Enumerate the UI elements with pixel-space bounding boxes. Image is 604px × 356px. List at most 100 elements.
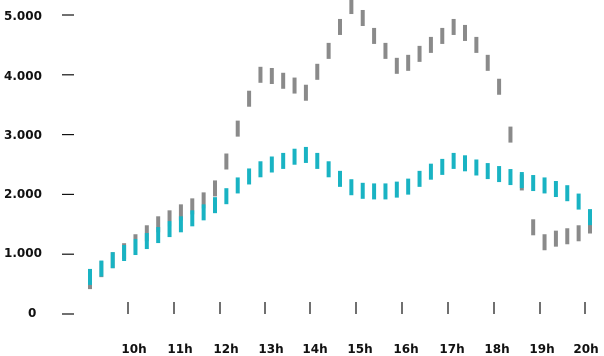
series-2-point bbox=[213, 197, 217, 214]
x-tick-label-10h: 10h bbox=[121, 342, 146, 356]
series-1-point bbox=[383, 42, 388, 59]
series-2-point bbox=[576, 193, 581, 210]
series-1-point bbox=[508, 126, 513, 143]
series-1-point bbox=[258, 66, 263, 83]
series-1-point bbox=[417, 45, 422, 62]
series-1-point bbox=[565, 228, 570, 245]
series-2-point bbox=[406, 178, 411, 195]
series-2-point bbox=[508, 169, 513, 186]
x-tick-label-19h: 19h bbox=[529, 342, 554, 356]
series-1-point bbox=[338, 18, 342, 35]
y-tick-label-4000: 4.000 bbox=[4, 69, 42, 83]
series-2-point bbox=[338, 170, 342, 187]
series-2-point bbox=[588, 209, 592, 226]
y-tick-label-1000: 1.000 bbox=[4, 246, 42, 260]
series-1-point bbox=[474, 36, 479, 53]
series-1-point bbox=[406, 54, 411, 71]
series-2-point bbox=[190, 210, 195, 227]
series-2-point bbox=[565, 185, 570, 202]
series-2-point bbox=[519, 172, 524, 189]
x-axis-labels: 10h 11h 12h 13h 14h 15h 16h 17h 18h 19h … bbox=[121, 342, 598, 356]
series-1-point bbox=[372, 27, 377, 44]
series-1-point bbox=[485, 54, 490, 71]
series-1-point bbox=[156, 216, 161, 233]
series-1-point bbox=[394, 57, 399, 74]
y-tick-label-2000: 2.000 bbox=[4, 187, 42, 201]
series-2-point bbox=[303, 146, 308, 163]
series-2-point bbox=[417, 170, 422, 187]
series-2-point bbox=[258, 161, 263, 178]
series-1-point bbox=[281, 72, 286, 89]
series-2-point bbox=[281, 152, 286, 169]
series-2-point bbox=[178, 216, 183, 233]
x-tick-label-12h: 12h bbox=[213, 342, 238, 356]
series-1-point bbox=[349, 0, 354, 15]
series-1-point bbox=[190, 198, 195, 215]
series-1-point bbox=[360, 9, 365, 26]
series-1-point bbox=[428, 36, 433, 53]
series-2 bbox=[88, 146, 592, 285]
series-1-point bbox=[553, 230, 558, 247]
series-1-point bbox=[292, 77, 297, 94]
series-1 bbox=[88, 0, 592, 290]
series-1-point bbox=[326, 42, 331, 59]
y-axis: 5.000 4.000 3.000 2.000 1.000 0 bbox=[4, 9, 42, 320]
series-1-point bbox=[303, 84, 308, 101]
series-2-point bbox=[428, 163, 433, 180]
series-1-point bbox=[576, 225, 581, 242]
x-tick-label-13h: 13h bbox=[258, 342, 283, 356]
series-2-point bbox=[553, 181, 558, 198]
series-2-point bbox=[292, 148, 297, 165]
series-1-point bbox=[497, 78, 502, 95]
series-2-point bbox=[122, 245, 127, 262]
series-1-point bbox=[451, 18, 456, 35]
y-tick-label-3000: 3.000 bbox=[4, 128, 42, 142]
x-tick-label-14h: 14h bbox=[302, 342, 327, 356]
series-2-point bbox=[315, 152, 320, 169]
series-2-point bbox=[133, 239, 138, 256]
series-1-point bbox=[269, 67, 274, 84]
series-2-point bbox=[542, 177, 547, 194]
series-2-point bbox=[394, 181, 399, 198]
series-1-point bbox=[167, 210, 172, 227]
series-1-point bbox=[440, 27, 445, 44]
x-tick-label-17h: 17h bbox=[439, 342, 464, 356]
x-tick-label-18h: 18h bbox=[484, 342, 509, 356]
series-2-point bbox=[235, 177, 240, 194]
series-2-point bbox=[88, 268, 92, 285]
series-2-point bbox=[372, 183, 377, 200]
series-1-point bbox=[463, 24, 467, 41]
x-tick-label-15h: 15h bbox=[347, 342, 372, 356]
series-2-point bbox=[485, 163, 490, 180]
series-layer bbox=[88, 0, 592, 290]
series-1-point bbox=[213, 180, 217, 197]
series-1-point bbox=[178, 204, 183, 221]
series-2-point bbox=[144, 233, 149, 250]
series-2-point bbox=[474, 159, 479, 176]
series-2-point bbox=[326, 161, 331, 178]
x-tick-label-16h: 16h bbox=[393, 342, 418, 356]
series-1-point bbox=[542, 234, 547, 251]
series-1-point bbox=[201, 192, 206, 209]
series-1-point bbox=[315, 63, 320, 80]
series-2-point bbox=[224, 188, 229, 205]
series-2-point bbox=[497, 166, 502, 183]
series-1-point bbox=[235, 120, 240, 137]
series-2-point bbox=[360, 182, 365, 199]
series-2-point bbox=[167, 221, 172, 238]
series-2-point bbox=[349, 179, 354, 196]
series-2-point bbox=[440, 158, 445, 175]
series-2-point bbox=[99, 260, 104, 277]
series-1-point bbox=[588, 217, 592, 234]
series-2-point bbox=[156, 227, 161, 244]
x-tick-marks bbox=[127, 302, 586, 314]
y-tick-label-5000: 5.000 bbox=[4, 9, 42, 23]
series-2-point bbox=[110, 252, 115, 269]
series-2-point bbox=[451, 152, 456, 169]
series-2-point bbox=[247, 168, 252, 185]
x-tick-label-20h: 20h bbox=[573, 342, 598, 356]
series-1-point bbox=[224, 153, 229, 170]
series-2-point bbox=[201, 204, 206, 221]
series-2-point bbox=[269, 156, 274, 173]
